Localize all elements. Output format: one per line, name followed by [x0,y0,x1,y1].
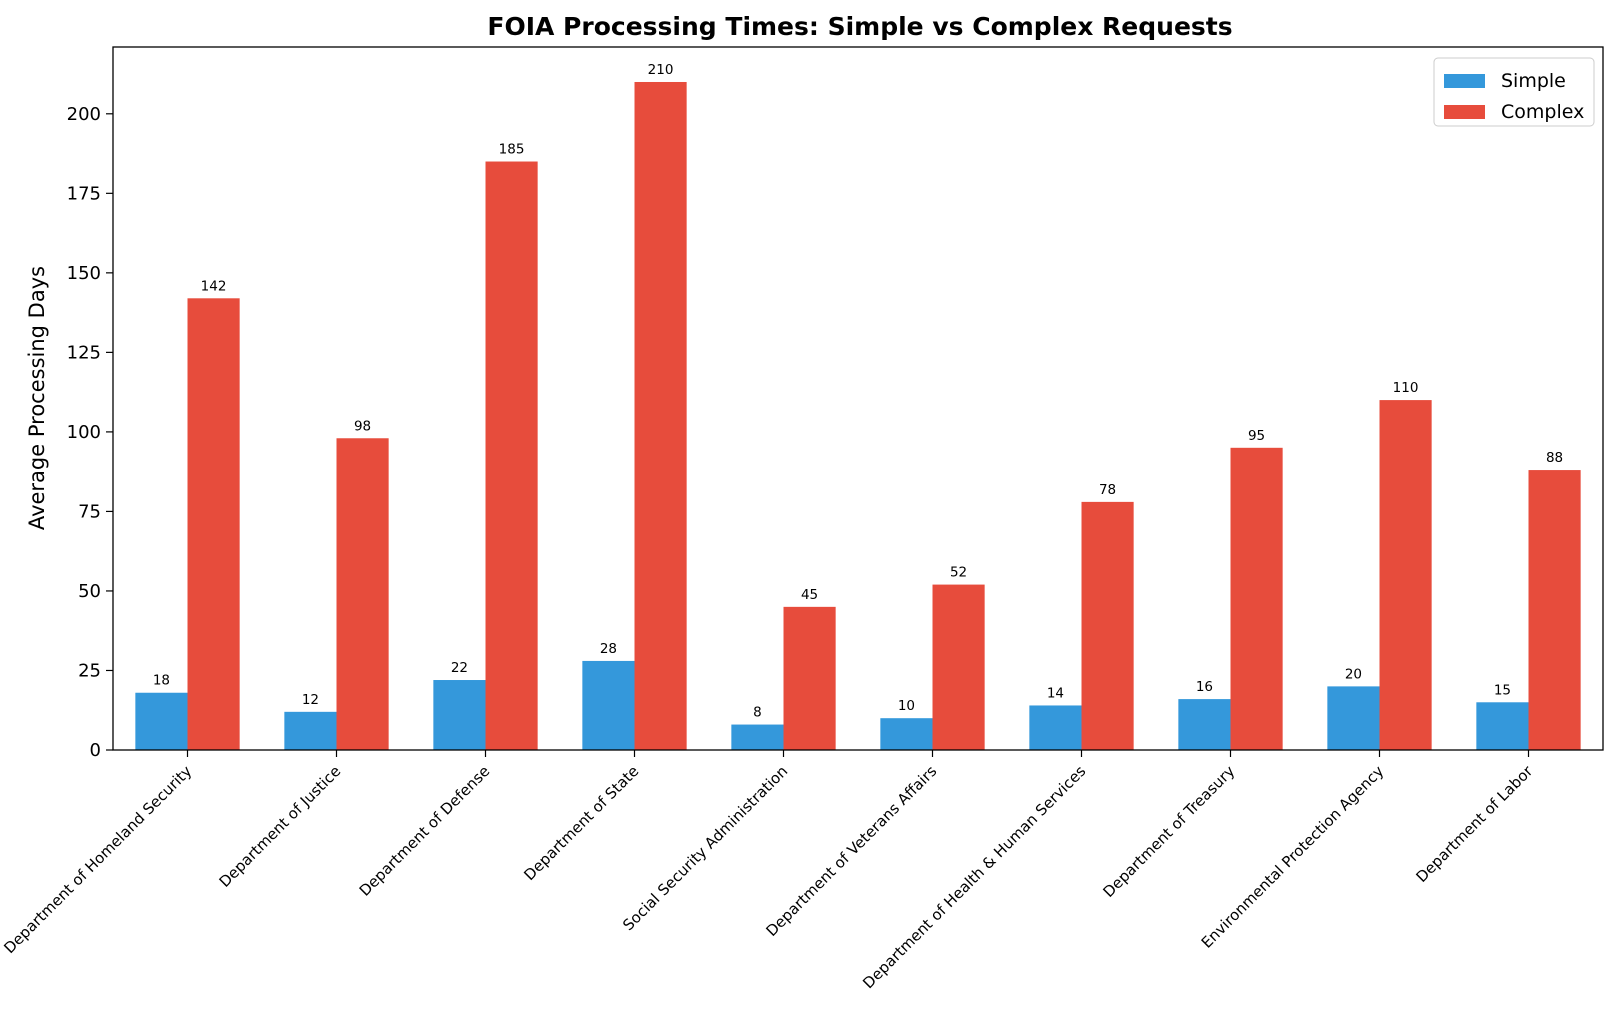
x-tick-label: Department of Treasury [1099,762,1238,901]
x-tick-label: Department of Justice [216,762,345,891]
y-tick-label: 100 [67,422,101,443]
legend-label-simple: Simple [1501,70,1566,92]
data-label-simple: 12 [302,692,319,708]
data-label-complex: 210 [648,62,674,78]
y-tick-label: 50 [78,581,101,602]
bar-complex [1528,470,1581,750]
data-label-simple: 8 [753,705,762,721]
data-label-complex: 78 [1099,482,1116,498]
bar-simple [284,711,337,750]
series-complex: 142 98 185 210 45 52 78 95 110 88 [187,62,1581,750]
plot-area: 18 12 22 28 8 10 14 16 20 15 142 98 185 210 45 52 78 95 11… [0,46,1604,992]
data-label-complex: 142 [201,278,227,294]
data-label-complex: 52 [950,565,967,581]
chart-title: FOIA Processing Times: Simple vs Complex… [487,12,1232,41]
data-label-simple: 16 [1196,679,1213,695]
data-label-complex: 98 [354,418,371,434]
bar-complex [1230,447,1283,750]
data-label-simple: 20 [1345,666,1362,682]
bar-simple [1327,686,1380,750]
bar-complex [634,81,687,750]
data-label-simple: 18 [153,673,170,689]
legend: Simple Complex [1433,57,1595,127]
y-tick-label: 150 [67,263,101,284]
y-axis-label: Average Processing Days [25,266,49,530]
bar-complex [1081,501,1134,750]
legend-swatch-complex [1444,105,1485,119]
legend-label-complex: Complex [1501,101,1584,123]
data-label-simple: 15 [1494,682,1511,698]
y-tick-label: 200 [67,104,101,125]
data-label-simple: 14 [1047,685,1064,701]
x-tick-label: Department of Veterans Affairs [762,762,940,940]
bar-simple [1178,699,1231,750]
x-tick-label: Environmental Protection Agency [1198,762,1388,952]
bar-complex [932,584,985,750]
x-tick-label: Department of Defense [356,762,494,900]
bar-simple [1476,702,1529,750]
data-label-simple: 28 [600,641,617,657]
y-tick-label: 25 [78,660,101,681]
x-tick-label: Department of Homeland Security [0,762,195,957]
bar-simple [731,724,784,750]
data-label-simple: 22 [451,660,468,676]
data-label-complex: 88 [1546,450,1563,466]
bar-complex [187,298,240,750]
data-label-complex: 45 [801,587,818,603]
bar-simple [582,660,635,750]
bar-complex [1379,400,1432,750]
bar-simple [1029,705,1082,750]
data-label-simple: 10 [898,698,915,714]
bar-simple [135,692,188,750]
bar-complex [783,606,836,750]
y-tick-label: 125 [67,342,101,363]
x-tick-label: Department of State [520,762,642,884]
y-tick-label: 0 [90,740,101,761]
data-label-complex: 185 [499,142,525,158]
legend-swatch-simple [1444,74,1485,88]
y-tick-label: 75 [78,501,101,522]
bar-simple [433,680,486,750]
bar-complex [485,161,538,750]
x-tick-label: Department of Labor [1412,762,1536,886]
bar-complex [336,438,389,750]
plot-frame [112,46,1604,751]
bar-simple [880,718,933,750]
series-simple: 18 12 22 28 8 10 14 16 20 15 [135,641,1529,750]
data-label-complex: 110 [1393,380,1419,396]
data-label-complex: 95 [1248,428,1265,444]
y-tick-label: 175 [67,183,101,204]
x-tick-label: Social Security Administration [619,762,791,934]
